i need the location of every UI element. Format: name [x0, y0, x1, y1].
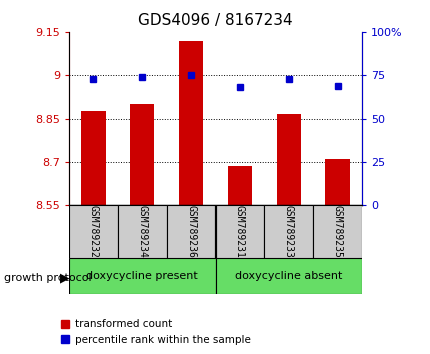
Bar — [264, 205, 313, 258]
Bar — [215, 258, 361, 294]
Bar — [130, 104, 154, 205]
Bar — [227, 166, 252, 205]
Text: GSM789231: GSM789231 — [234, 205, 244, 258]
Bar — [325, 159, 349, 205]
Text: GSM789235: GSM789235 — [332, 205, 342, 258]
Bar — [313, 205, 361, 258]
Text: doxycycline present: doxycycline present — [86, 271, 198, 281]
Bar — [69, 205, 117, 258]
Bar — [81, 112, 105, 205]
Legend: transformed count, percentile rank within the sample: transformed count, percentile rank withi… — [57, 315, 254, 349]
Bar — [69, 258, 215, 294]
Bar — [276, 114, 300, 205]
Text: ▶: ▶ — [59, 272, 69, 284]
Bar — [178, 41, 203, 205]
Text: GSM789236: GSM789236 — [186, 205, 196, 258]
Bar — [215, 205, 264, 258]
Text: doxycycline absent: doxycycline absent — [234, 271, 342, 281]
Bar — [166, 205, 215, 258]
Text: growth protocol: growth protocol — [4, 273, 92, 283]
Title: GDS4096 / 8167234: GDS4096 / 8167234 — [138, 13, 292, 28]
Text: GSM789232: GSM789232 — [88, 205, 98, 258]
Bar — [117, 205, 166, 258]
Text: GSM789234: GSM789234 — [137, 205, 147, 258]
Text: GSM789233: GSM789233 — [283, 205, 293, 258]
